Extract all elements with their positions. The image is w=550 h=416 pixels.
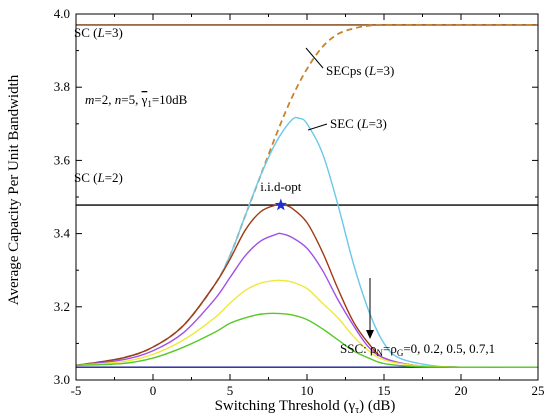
annotation-sec-pointer: [307, 123, 328, 131]
x-tick-label: 15: [378, 383, 391, 398]
series-line-3: [75, 24, 538, 367]
x-tick-label: 0: [150, 383, 157, 398]
marker-layer: [274, 198, 287, 211]
y-tick-label: 3.0: [54, 372, 70, 387]
series-layer: [75, 24, 539, 369]
marker-label: i.i.d-opt: [260, 179, 302, 194]
annotation-secps-pointer: [305, 47, 324, 69]
y-tick-label: 3.2: [54, 299, 70, 314]
x-axis-title: Switching Threshold (γτ) (dB): [215, 398, 396, 416]
ticks-layer: -5 0 5 10 15 20 25 3.0 3.2 3.4 3.6 3.8 4.0: [54, 6, 545, 398]
series-line-7: [75, 279, 539, 369]
annotation-ssc: SSC: ρN=ρG=0, 0.2, 0.5, 0.7,1: [340, 341, 495, 358]
star-marker-icon: [274, 198, 287, 211]
y-axis-title: Average Capacity Per Unit Bandwidth: [6, 74, 22, 305]
x-tick-label: 5: [227, 383, 234, 398]
x-tick-label: 10: [301, 383, 314, 398]
annotation-params: m=2, n=5, γ1=10dB: [85, 92, 188, 109]
annotation-ssc-arrow-head: [366, 330, 374, 339]
series-line-6: [75, 232, 539, 369]
y-tick-label: 3.4: [54, 226, 71, 241]
annotation-sc-l3: SC (L=3): [74, 25, 123, 40]
x-tick-label: 20: [455, 383, 468, 398]
series-line-8: [75, 312, 539, 368]
y-tick-label: 3.6: [54, 152, 71, 167]
y-tick-label: 3.8: [54, 79, 70, 94]
annotation-secps: SECps (L=3): [326, 63, 394, 78]
x-tick-label: 25: [532, 383, 545, 398]
y-tick-label: 4.0: [54, 6, 70, 21]
annotation-sc-l2: SC (L=2): [74, 170, 123, 185]
annotation-sec: SEC (L=3): [330, 116, 387, 131]
x-tick-label: -5: [71, 383, 82, 398]
